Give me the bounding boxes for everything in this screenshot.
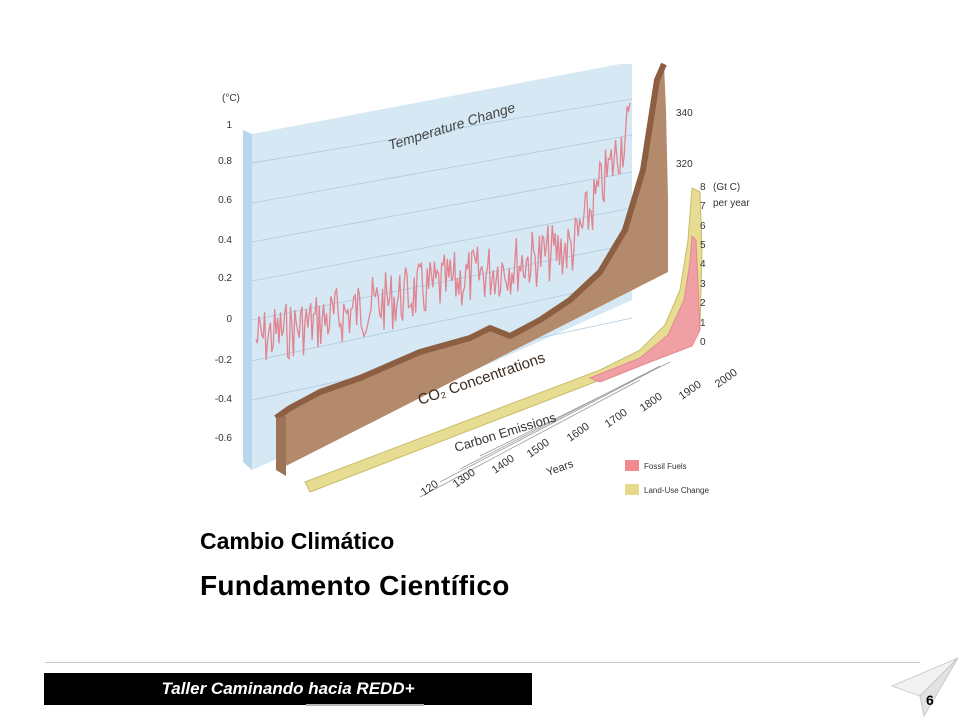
temperature-series-line xyxy=(255,102,631,361)
temperature-tick-label: 1 xyxy=(226,120,232,131)
year-tick-label: 1300 xyxy=(451,467,478,491)
year-axis-lines xyxy=(419,361,671,498)
year-tick-label: 1600 xyxy=(565,421,592,445)
emissions-tick-label: 4 xyxy=(700,259,706,270)
year-tick-label: 1800 xyxy=(638,391,665,415)
slide-title: Fundamento Científico xyxy=(200,570,510,601)
page-number: 6 xyxy=(926,692,934,708)
emissions-axis-unit: (Gt C) xyxy=(713,182,740,193)
temperature-tick-label: 0 xyxy=(226,314,232,325)
co2-ribbon-body xyxy=(276,64,668,470)
emissions-tick-label: 6 xyxy=(700,221,706,232)
emissions-axis-unit-2: per year xyxy=(713,198,750,209)
emissions-axis-ticks: 8 7 6 5 4 3 2 1 0 xyxy=(700,182,706,348)
legend-swatch-land-use xyxy=(625,484,639,495)
emissions-tick-label: 8 xyxy=(700,182,706,193)
year-tick-label: 120 xyxy=(419,478,441,498)
co2-tick-320: 320 xyxy=(676,159,693,170)
year-tick-label: 1700 xyxy=(603,407,630,431)
year-tick-label: 1500 xyxy=(525,437,552,461)
footer-banner: Taller Caminando hacia REDD+ xyxy=(44,673,532,705)
temperature-tick-label: -0.6 xyxy=(215,433,233,444)
temperature-panel-edge xyxy=(243,130,252,470)
temperature-tick-label: 0.6 xyxy=(218,195,232,206)
temperature-axis-unit: (°C) xyxy=(222,93,240,104)
emissions-tick-label: 1 xyxy=(700,318,706,329)
years-axis-label: Years xyxy=(545,458,576,479)
emissions-tick-label: 5 xyxy=(700,240,706,251)
year-tick-label: 1900 xyxy=(677,379,704,403)
temperature-tick-label: -0.4 xyxy=(215,394,233,405)
year-tick-label: 2000 xyxy=(713,367,740,391)
emissions-tick-label: 0 xyxy=(700,337,706,348)
temperature-axis-ticks: 1 0.8 0.6 0.4 0.2 0 -0.2 -0.4 -0.6 xyxy=(215,120,233,444)
emissions-tick-label: 7 xyxy=(700,201,706,212)
temperature-tick-label: 0.4 xyxy=(218,235,232,246)
co2-tick-340: 340 xyxy=(676,108,693,119)
footer-divider xyxy=(45,662,920,663)
temperature-tick-label: 0.2 xyxy=(218,273,232,284)
page-curl-icon xyxy=(890,657,959,718)
emissions-tick-label: 2 xyxy=(700,298,706,309)
temperature-tick-label: 0.8 xyxy=(218,156,232,167)
temperature-tick-label: -0.2 xyxy=(215,355,233,366)
legend-swatch-fossil xyxy=(625,460,639,471)
emissions-tick-label: 3 xyxy=(700,279,706,290)
legend-label-land-use: Land-Use Change xyxy=(644,486,709,495)
fossil-fuels-band xyxy=(588,234,701,383)
co2-ribbon-top xyxy=(274,62,667,421)
footer-underline xyxy=(306,704,424,706)
legend-label-fossil: Fossil Fuels xyxy=(644,462,687,471)
co2-ribbon-side xyxy=(276,416,286,476)
slide-subtitle: Cambio Climático xyxy=(200,528,395,554)
year-tick-label: 1400 xyxy=(490,453,517,477)
